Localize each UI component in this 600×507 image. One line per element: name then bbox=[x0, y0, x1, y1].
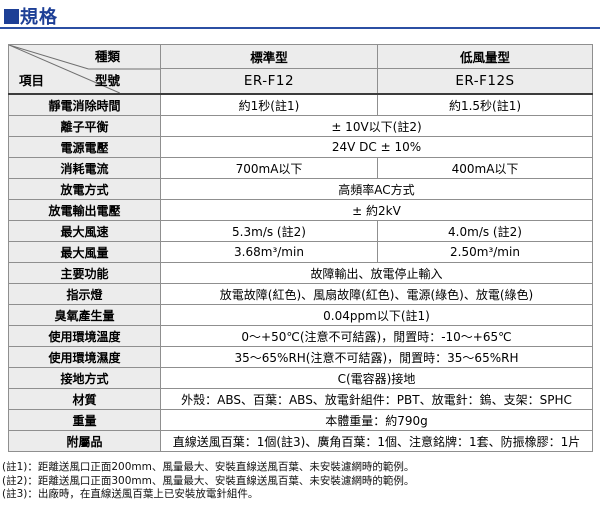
table-row: 放電方式 高頻率AC方式 bbox=[8, 178, 593, 200]
spec-table: 種類 型號 項目 標準型 低風量型 ER-F12 ER-F12S 靜電消除時間 … bbox=[8, 44, 593, 452]
value-standard: 3.68m³/min bbox=[160, 241, 378, 263]
row-label: 放電方式 bbox=[8, 178, 161, 200]
title-underline bbox=[0, 27, 600, 29]
corner-label-model: 型號 bbox=[95, 73, 121, 88]
footnote-2: (註2)：距離送風口正面300mm、風量最大、安裝直線送風百葉、未安裝濾網時的範… bbox=[2, 474, 415, 487]
value-standard: 700mA以下 bbox=[160, 157, 378, 179]
row-label: 使用環境溫度 bbox=[8, 325, 161, 347]
table-row: 消耗電流 700mA以下 400mA以下 bbox=[8, 157, 593, 179]
value-span: 24V DC ± 10% bbox=[160, 136, 593, 158]
model-number-standard: ER-F12 bbox=[160, 68, 378, 95]
table-row: 材質 外殼：ABS、百葉：ABS、放電針組件：PBT、放電針：鎢、支架：SPHC bbox=[8, 388, 593, 410]
corner-cell: 種類 型號 項目 bbox=[8, 44, 161, 95]
table-row: 電源電壓 24V DC ± 10% bbox=[8, 136, 593, 158]
row-label: 離子平衡 bbox=[8, 115, 161, 137]
row-label: 材質 bbox=[8, 388, 161, 410]
table-row: 最大風量 3.68m³/min 2.50m³/min bbox=[8, 241, 593, 263]
table-row: 使用環境溫度 0～+50℃(注意不可結露)，閒置時：-10～+65℃ bbox=[8, 325, 593, 347]
row-label: 電源電壓 bbox=[8, 136, 161, 158]
row-label: 靜電消除時間 bbox=[8, 93, 161, 116]
value-low: 4.0m/s (註2) bbox=[377, 220, 593, 242]
table-row: 最大風速 5.3m/s (註2) 4.0m/s (註2) bbox=[8, 220, 593, 242]
diagonal-divider-lines bbox=[9, 45, 160, 93]
row-label: 重量 bbox=[8, 409, 161, 431]
column-header-low-airflow: 低風量型 bbox=[377, 44, 593, 69]
corner-label-kind: 種類 bbox=[95, 49, 121, 64]
value-standard: 約1秒(註1) bbox=[160, 93, 378, 116]
value-low: 400mA以下 bbox=[377, 157, 593, 179]
model-number-low-airflow: ER-F12S bbox=[377, 68, 593, 95]
row-label: 使用環境濕度 bbox=[8, 346, 161, 368]
table-row: 重量 本體重量：約790g bbox=[8, 409, 593, 431]
value-span: ± 10V以下(註2) bbox=[160, 115, 593, 137]
value-low: 約1.5秒(註1) bbox=[377, 93, 593, 116]
table-row: 靜電消除時間 約1秒(註1) 約1.5秒(註1) bbox=[8, 93, 593, 116]
footnote-3: (註3)：出廠時，在直線送風百葉上已安裝放電針組件。 bbox=[2, 488, 259, 500]
value-span: 放電故障(紅色)、風扇故障(紅色)、電源(綠色)、放電(綠色) bbox=[160, 283, 593, 305]
row-label: 最大風量 bbox=[8, 241, 161, 263]
value-standard: 5.3m/s (註2) bbox=[160, 220, 378, 242]
table-row: 放電輸出電壓 ± 約2kV bbox=[8, 199, 593, 221]
corner-label-item: 項目 bbox=[19, 73, 45, 88]
value-span: C(電容器)接地 bbox=[160, 367, 593, 389]
footnotes: (註1)：距離送風口正面200mm、風量最大、安裝直線送風百葉、未安裝濾網時的範… bbox=[2, 461, 414, 502]
page-title: 規格 bbox=[20, 7, 58, 28]
value-span: 直線送風百葉：1個(註3)、廣角百葉：1個、注意銘牌：1套、防振橡膠：1片 bbox=[160, 430, 593, 452]
value-span: 外殼：ABS、百葉：ABS、放電針組件：PBT、放電針：鎢、支架：SPHC bbox=[160, 388, 593, 410]
row-label: 附屬品 bbox=[8, 430, 161, 452]
table-row: 使用環境濕度 35～65%RH(注意不可結露)，閒置時：35～65%RH bbox=[8, 346, 593, 368]
section-marker-icon bbox=[4, 8, 19, 24]
value-span: 高頻率AC方式 bbox=[160, 178, 593, 200]
value-span: 0.04ppm以下(註1) bbox=[160, 304, 593, 326]
footnote-1: (註1)：距離送風口正面200mm、風量最大、安裝直線送風百葉、未安裝濾網時的範… bbox=[2, 461, 415, 473]
section-header: 規格 bbox=[4, 3, 58, 29]
table-row: 臭氧產生量 0.04ppm以下(註1) bbox=[8, 304, 593, 326]
value-span: 35～65%RH(注意不可結露)，閒置時：35～65%RH bbox=[160, 346, 593, 368]
row-label: 主要功能 bbox=[8, 262, 161, 284]
value-span: 本體重量：約790g bbox=[160, 409, 593, 431]
row-label: 最大風速 bbox=[8, 220, 161, 242]
table-row: 主要功能 故障輸出、放電停止輸入 bbox=[8, 262, 593, 284]
table-row: 離子平衡 ± 10V以下(註2) bbox=[8, 115, 593, 137]
table-row: 接地方式 C(電容器)接地 bbox=[8, 367, 593, 389]
value-low: 2.50m³/min bbox=[377, 241, 593, 263]
row-label: 接地方式 bbox=[8, 367, 161, 389]
value-span: 0～+50℃(注意不可結露)，閒置時：-10～+65℃ bbox=[160, 325, 593, 347]
row-label: 指示燈 bbox=[8, 283, 161, 305]
row-label: 臭氧產生量 bbox=[8, 304, 161, 326]
table-row: 指示燈 放電故障(紅色)、風扇故障(紅色)、電源(綠色)、放電(綠色) bbox=[8, 283, 593, 305]
column-header-standard: 標準型 bbox=[160, 44, 378, 69]
value-span: 故障輸出、放電停止輸入 bbox=[160, 262, 593, 284]
row-label: 消耗電流 bbox=[8, 157, 161, 179]
value-span: ± 約2kV bbox=[160, 199, 593, 221]
row-label: 放電輸出電壓 bbox=[8, 199, 161, 221]
table-row: 附屬品 直線送風百葉：1個(註3)、廣角百葉：1個、注意銘牌：1套、防振橡膠：1… bbox=[8, 430, 593, 452]
